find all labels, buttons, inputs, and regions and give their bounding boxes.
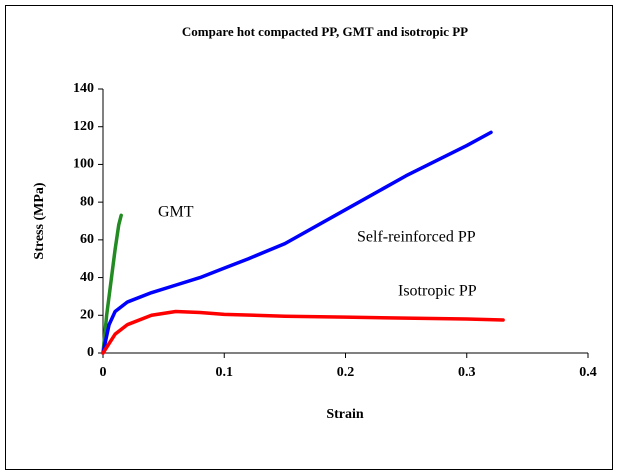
y-tick-label: 60 — [80, 232, 94, 247]
y-tick-label: 20 — [80, 308, 94, 323]
line-series — [101, 130, 493, 355]
y-tick-label: 100 — [73, 157, 94, 172]
line-series — [101, 213, 123, 355]
y-tick-label: 140 — [73, 81, 94, 96]
annotation: GMT — [158, 204, 194, 221]
x-tick-label: 0.3 — [458, 365, 476, 380]
x-tick-label: 0.2 — [337, 365, 355, 380]
y-tick-label: 120 — [73, 119, 94, 134]
x-tick-label: 0 — [100, 365, 107, 380]
annotation: Isotropic PP — [398, 283, 477, 300]
x-tick-label: 0.4 — [579, 365, 597, 380]
x-axis-label: Strain — [326, 407, 364, 422]
y-axis-label: Stress (MPa) — [32, 182, 47, 259]
annotation: Self-reinforced PP — [357, 229, 476, 246]
y-tick-label: 0 — [87, 345, 94, 360]
y-tick-label: 40 — [80, 270, 94, 285]
y-tick-label: 80 — [80, 194, 94, 209]
line-series — [101, 309, 505, 355]
x-tick-label: 0.1 — [216, 365, 234, 380]
chart-border — [5, 5, 613, 470]
chart-title: Compare hot compacted PP, GMT and isotro… — [182, 24, 468, 39]
